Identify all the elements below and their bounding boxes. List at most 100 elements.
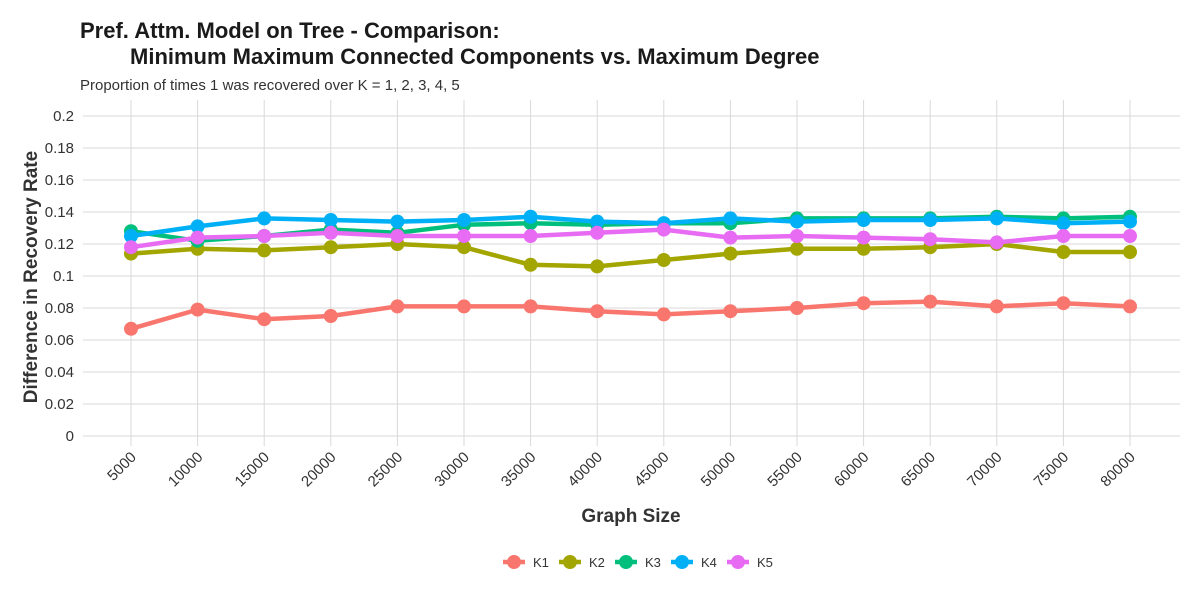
data-point-k2 [257, 243, 272, 258]
data-point-k1 [1056, 296, 1071, 311]
x-tick-label: 45000 [631, 449, 673, 491]
data-point-k5 [989, 235, 1004, 250]
data-point-k4 [1056, 216, 1071, 231]
series-line-k5 [128, 227, 1133, 250]
data-point-k2 [590, 259, 605, 274]
legend-key-point [507, 555, 521, 569]
legend-key-point [731, 555, 745, 569]
data-point-k1 [590, 304, 605, 319]
chart-title-line-1: Pref. Attm. Model on Tree - Comparison: [80, 18, 500, 43]
data-point-k1 [390, 299, 405, 314]
data-point-k1 [656, 307, 671, 322]
y-tick-label: 0.16 [45, 172, 74, 189]
y-axis-ticks: 0 0.02 0.04 0.06 0.08 0.1 0.12 0.14 0.16 0.18 0.2 [45, 108, 74, 445]
data-point-k2 [523, 257, 538, 272]
data-point-k5 [1056, 229, 1071, 243]
data-point-k1 [923, 294, 938, 309]
legend-label: K3 [645, 555, 661, 570]
chart-subtitle: Proportion of times 1 was recovered over… [80, 77, 460, 94]
data-point-k1 [856, 296, 871, 311]
data-point-k4 [989, 211, 1004, 226]
x-tick-label: 35000 [498, 449, 540, 491]
x-tick-label: 55000 [764, 449, 806, 491]
legend-label: K5 [757, 555, 773, 570]
series-k4 [124, 209, 1137, 243]
data-point-k1 [257, 312, 272, 327]
y-tick-label: 0.04 [45, 364, 74, 381]
data-point-k5 [323, 225, 338, 240]
data-point-k4 [790, 214, 804, 229]
data-point-k5 [856, 230, 871, 245]
legend-key-point [675, 555, 689, 569]
data-point-k4 [856, 213, 871, 227]
y-tick-label: 0.12 [45, 236, 74, 253]
x-tick-label: 50000 [698, 449, 740, 491]
data-point-k1 [1123, 299, 1137, 314]
data-point-k5 [590, 225, 605, 240]
x-tick-label: 20000 [298, 449, 340, 491]
legend-label: K1 [533, 555, 549, 570]
grid [83, 100, 1180, 446]
x-tick-label: 30000 [431, 449, 473, 491]
data-point-k4 [523, 209, 538, 224]
data-point-k4 [1123, 214, 1137, 229]
legend-item-k4: K4 [671, 555, 717, 570]
x-tick-label: 40000 [565, 449, 607, 491]
y-tick-label: 0.1 [53, 268, 74, 285]
data-point-k4 [190, 219, 205, 234]
data-point-k5 [124, 240, 138, 255]
y-tick-label: 0.18 [45, 140, 74, 157]
data-point-k4 [124, 229, 138, 243]
data-point-k1 [723, 304, 738, 319]
x-tick-label: 75000 [1031, 449, 1073, 491]
legend-label: K2 [589, 555, 605, 570]
x-tick-label: 10000 [165, 449, 207, 491]
x-tick-label: 70000 [964, 449, 1006, 491]
data-point-k5 [723, 230, 738, 245]
legend-label: K4 [701, 555, 717, 570]
data-point-k2 [1056, 245, 1071, 259]
x-tick-label: 25000 [365, 449, 407, 491]
data-point-k1 [124, 321, 138, 336]
data-point-k5 [656, 222, 671, 237]
legend-key-point [563, 555, 577, 569]
data-point-k1 [323, 309, 338, 323]
series-line-k4 [128, 214, 1133, 239]
legend-item-k5: K5 [727, 555, 773, 570]
data-point-k2 [1123, 245, 1137, 259]
data-point-k4 [457, 213, 471, 227]
legend-item-k2: K2 [559, 555, 605, 570]
data-point-k5 [790, 229, 804, 243]
x-tick-label: 5000 [104, 449, 140, 485]
data-point-k1 [790, 301, 804, 315]
series-k5 [124, 222, 1137, 255]
y-axis-title: Difference in Recovery Rate [21, 151, 42, 403]
y-tick-label: 0.2 [53, 108, 74, 125]
series-layer [124, 209, 1137, 336]
data-point-k1 [523, 299, 538, 314]
legend: K1 K2 K3 K4 K5 [503, 555, 773, 570]
y-tick-label: 0.08 [45, 300, 74, 317]
legend-item-k1: K1 [503, 555, 549, 570]
y-tick-label: 0.06 [45, 332, 74, 349]
data-point-k1 [989, 299, 1004, 314]
series-line-k2 [128, 241, 1133, 269]
data-point-k4 [723, 211, 738, 226]
data-point-k4 [923, 213, 938, 227]
legend-key-point [619, 555, 633, 569]
data-point-k5 [457, 229, 471, 243]
data-point-k5 [390, 229, 405, 243]
data-point-k5 [190, 230, 205, 245]
legend-item-k3: K3 [615, 555, 661, 570]
data-point-k2 [457, 240, 471, 255]
data-point-k2 [856, 241, 871, 256]
x-axis-title: Graph Size [581, 506, 680, 527]
data-point-k5 [257, 229, 272, 243]
data-point-k2 [323, 240, 338, 255]
data-point-k2 [790, 241, 804, 256]
y-tick-label: 0.02 [45, 396, 74, 413]
series-k1 [124, 294, 1137, 336]
x-tick-label: 60000 [831, 449, 873, 491]
data-point-k2 [723, 246, 738, 261]
